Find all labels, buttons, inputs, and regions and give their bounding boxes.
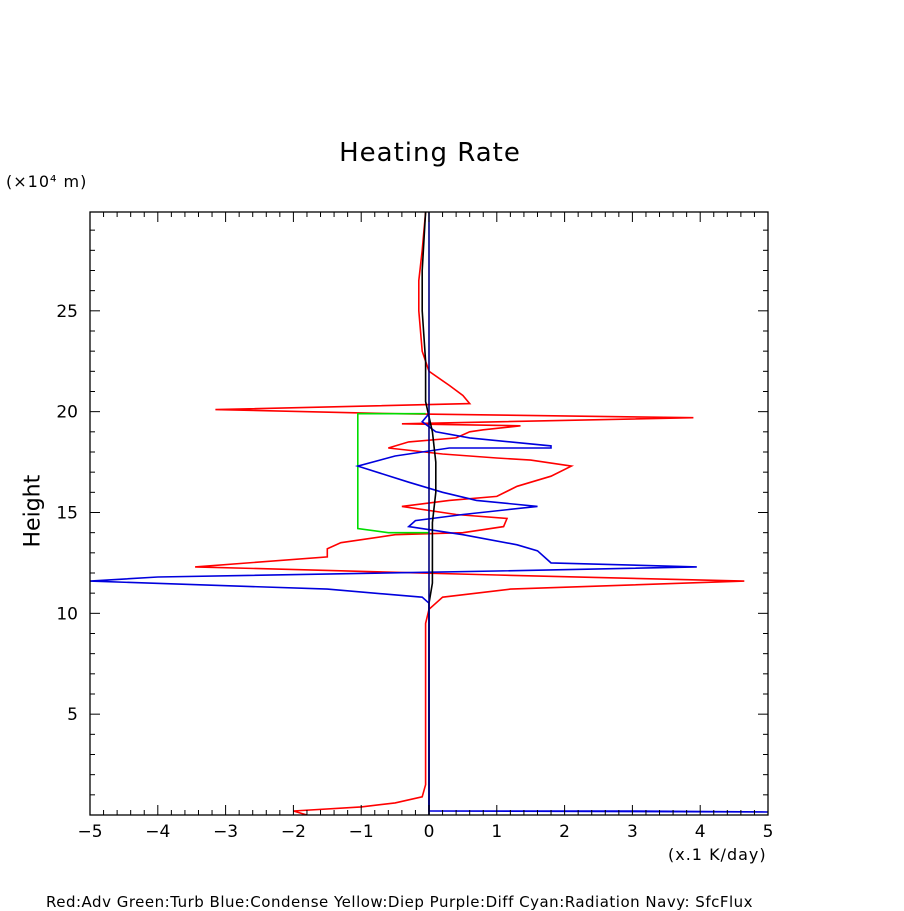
x-axis-unit: (x.1 K/day) [668, 845, 767, 864]
x-tick-label: 5 [763, 822, 774, 842]
x-tick-label: −4 [145, 822, 170, 842]
series-adv-line [195, 212, 745, 815]
x-tick-label: 3 [627, 822, 638, 842]
y-tick-label: 25 [56, 302, 78, 322]
x-tick-label: 0 [424, 822, 435, 842]
y-tick-label: 10 [56, 604, 78, 624]
y-axis-unit: (×10⁴ m) [6, 172, 88, 191]
x-tick-label: 4 [695, 822, 706, 842]
x-tick-label: −5 [77, 822, 102, 842]
x-tick-label: −2 [281, 822, 306, 842]
x-tick-label: 1 [491, 822, 502, 842]
y-tick-label: 15 [56, 503, 78, 523]
chart-legend: Red:Adv Green:Turb Blue:Condense Yellow:… [46, 893, 754, 911]
x-tick-label: 2 [559, 822, 570, 842]
y-tick-label: 5 [67, 705, 78, 725]
y-tick-label: 20 [56, 403, 78, 423]
chart-title: Heating Rate [339, 138, 521, 168]
x-tick-label: −3 [213, 822, 238, 842]
series-turb-line [356, 412, 429, 534]
series-condense-line [90, 413, 768, 813]
x-tick-label: −1 [349, 822, 374, 842]
